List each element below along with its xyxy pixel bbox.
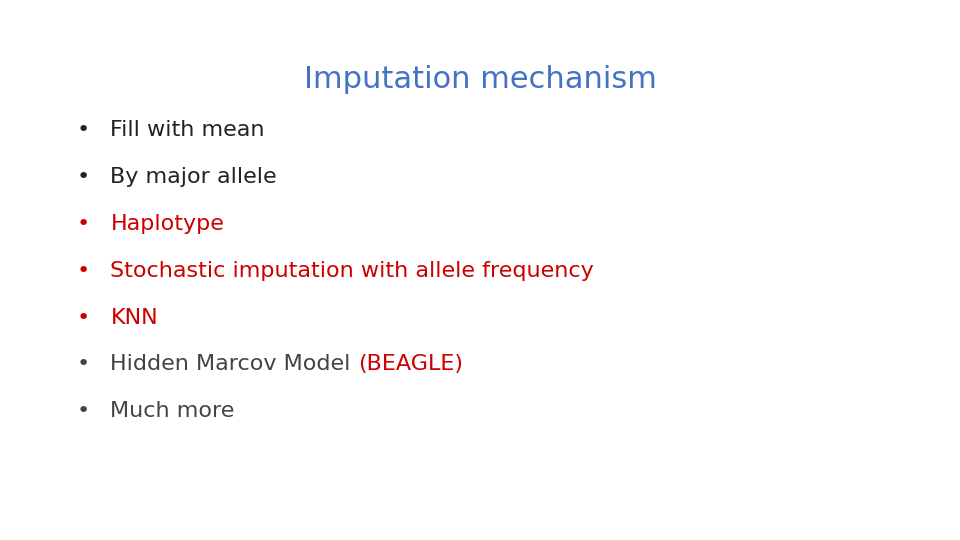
Text: •: • <box>77 166 90 187</box>
Text: Much more: Much more <box>110 401 235 422</box>
Text: KNN: KNN <box>110 307 158 328</box>
Text: Haplotype: Haplotype <box>110 213 225 234</box>
Text: By major allele: By major allele <box>110 166 277 187</box>
Text: •: • <box>77 119 90 140</box>
Text: Stochastic imputation with allele frequency: Stochastic imputation with allele freque… <box>110 260 594 281</box>
Text: •: • <box>77 307 90 328</box>
Text: •: • <box>77 354 90 375</box>
Text: Imputation mechanism: Imputation mechanism <box>303 65 657 94</box>
Text: (BEAGLE): (BEAGLE) <box>358 354 463 375</box>
Text: •: • <box>77 260 90 281</box>
Text: Hidden Marcov Model: Hidden Marcov Model <box>110 354 358 375</box>
Text: •: • <box>77 213 90 234</box>
Text: Fill with mean: Fill with mean <box>110 119 265 140</box>
Text: •: • <box>77 401 90 422</box>
